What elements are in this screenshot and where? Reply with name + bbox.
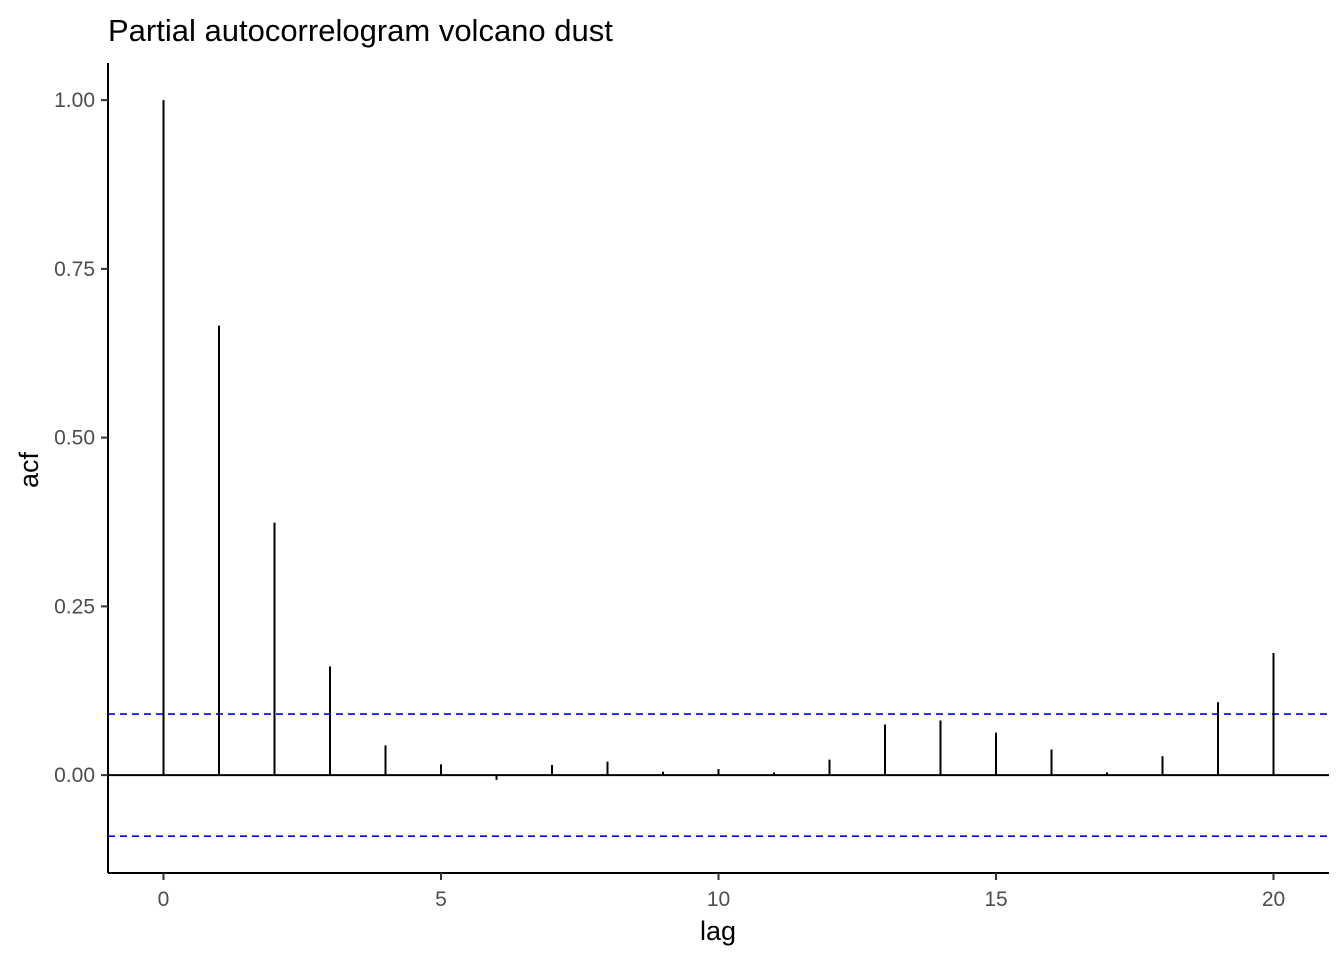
plot-area: 0.00 0.25 0.50 0.75 1.00 0 5 10 15 20 bbox=[54, 63, 1329, 911]
x-tick-label: 10 bbox=[707, 888, 730, 911]
y-tick-label: 0.00 bbox=[54, 764, 95, 787]
y-tick-label: 0.50 bbox=[54, 427, 95, 450]
y-tick-label: 0.75 bbox=[54, 258, 95, 281]
y-tick-label: 0.25 bbox=[54, 595, 95, 618]
x-tick-label: 15 bbox=[984, 888, 1007, 911]
y-tick-label: 1.00 bbox=[54, 89, 95, 112]
x-tick-label: 5 bbox=[435, 888, 447, 911]
y-axis-title: acf bbox=[14, 451, 44, 488]
chart-title: Partial autocorrelogram volcano dust bbox=[108, 13, 613, 48]
x-tick-label: 0 bbox=[158, 888, 170, 911]
x-tick-label: 20 bbox=[1262, 888, 1285, 911]
x-axis-title: lag bbox=[700, 916, 736, 946]
